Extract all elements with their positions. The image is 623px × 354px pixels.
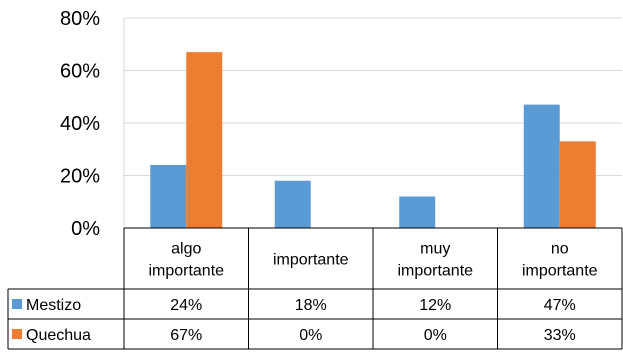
legend-key-mestizo xyxy=(12,299,22,309)
category-label: muy importante xyxy=(397,241,473,280)
y-tick-label: 80% xyxy=(60,8,100,30)
category-label: algo importante xyxy=(148,241,224,280)
legend-key-quechua xyxy=(12,329,22,339)
y-tick-label: 20% xyxy=(60,166,100,188)
legend-label: Mestizo xyxy=(26,297,81,314)
bar-mestizo xyxy=(274,180,311,228)
bar-quechua xyxy=(559,141,596,228)
category-label: no importante xyxy=(522,241,598,280)
table-cell-value: 47% xyxy=(544,297,576,314)
bar-mestizo xyxy=(399,196,436,228)
y-tick-label: 40% xyxy=(60,113,100,135)
table-cell-value: 33% xyxy=(544,327,576,344)
table-cell-value: 24% xyxy=(170,297,202,314)
category-label: importante xyxy=(273,252,349,269)
table-cell-value: 0% xyxy=(424,327,447,344)
bar-mestizo xyxy=(523,104,560,228)
y-tick-label: 0% xyxy=(71,218,100,240)
table-cell-value: 67% xyxy=(170,327,202,344)
table-cell-value: 12% xyxy=(419,297,451,314)
table-cell-value: 18% xyxy=(295,297,327,314)
table-cell-value: 0% xyxy=(299,327,322,344)
bar-quechua xyxy=(186,52,223,228)
bar-mestizo xyxy=(150,165,187,228)
legend-label: Quechua xyxy=(26,327,91,344)
y-tick-label: 60% xyxy=(60,61,100,83)
